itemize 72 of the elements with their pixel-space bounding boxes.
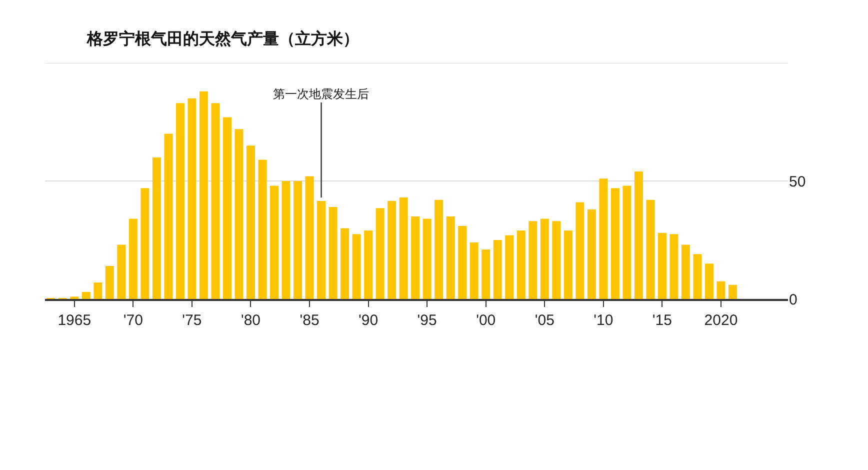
bar (646, 200, 655, 299)
bar (658, 232, 666, 299)
bar (599, 178, 608, 299)
bar (94, 282, 102, 299)
x-tick-label: '15 (652, 312, 672, 329)
bar (728, 284, 737, 299)
bar (634, 172, 643, 299)
bar (199, 91, 208, 299)
bar (564, 230, 572, 299)
bar (105, 266, 114, 299)
x-tick-label: '70 (123, 312, 143, 329)
bar (328, 206, 338, 299)
x-tick-label: '95 (417, 312, 437, 329)
bar (340, 228, 350, 299)
bar (352, 234, 361, 299)
bar (364, 230, 373, 299)
bar (552, 221, 561, 299)
chart-title: 格罗宁根气田的天然气产量（立方米） (86, 29, 359, 48)
x-tick-label: '85 (300, 312, 320, 329)
x-tick-label: '80 (240, 312, 261, 329)
bar (505, 235, 514, 299)
bar (246, 146, 255, 299)
bar (188, 98, 196, 299)
bar (470, 242, 478, 299)
bar (270, 186, 278, 299)
bar (434, 200, 444, 299)
bar (458, 226, 467, 299)
bar (493, 240, 502, 299)
bar (422, 218, 432, 299)
x-tick-label: '75 (182, 312, 202, 329)
x-tick-label: '00 (476, 312, 496, 329)
bar (716, 281, 726, 299)
bar (446, 216, 455, 299)
bar (587, 209, 596, 299)
bar (388, 201, 396, 299)
bar (540, 218, 549, 299)
bar (176, 103, 184, 299)
bar (140, 188, 150, 299)
bar (234, 129, 244, 299)
bar (128, 218, 138, 299)
y-tick-label: 0 (789, 291, 798, 308)
bar (152, 157, 161, 299)
bar (693, 254, 702, 299)
bar (576, 202, 584, 299)
bar (222, 117, 232, 299)
bar (670, 234, 678, 299)
y-tick-label: 50 (789, 173, 806, 190)
bar (399, 198, 408, 299)
bar (294, 181, 302, 299)
bar (411, 216, 420, 299)
bar (705, 264, 714, 299)
bar (610, 188, 620, 299)
bar (528, 221, 538, 299)
bar (681, 244, 690, 299)
x-tick-label: '05 (534, 312, 554, 329)
bar (305, 176, 314, 299)
bar (376, 208, 384, 299)
x-tick-label: '10 (594, 312, 614, 329)
annotation: 第一次地震发生后 (273, 87, 369, 101)
bar (117, 244, 126, 299)
bar (282, 181, 290, 299)
x-tick-label: 2020 (704, 312, 738, 329)
bar (317, 201, 326, 299)
bar (164, 134, 173, 299)
bar (516, 230, 526, 299)
bar (482, 249, 490, 299)
bar (622, 186, 632, 299)
x-tick-label: 1965 (58, 312, 92, 329)
x-tick-label: '90 (358, 312, 378, 329)
bar (82, 292, 90, 299)
bar (258, 160, 267, 299)
bar (211, 103, 220, 299)
